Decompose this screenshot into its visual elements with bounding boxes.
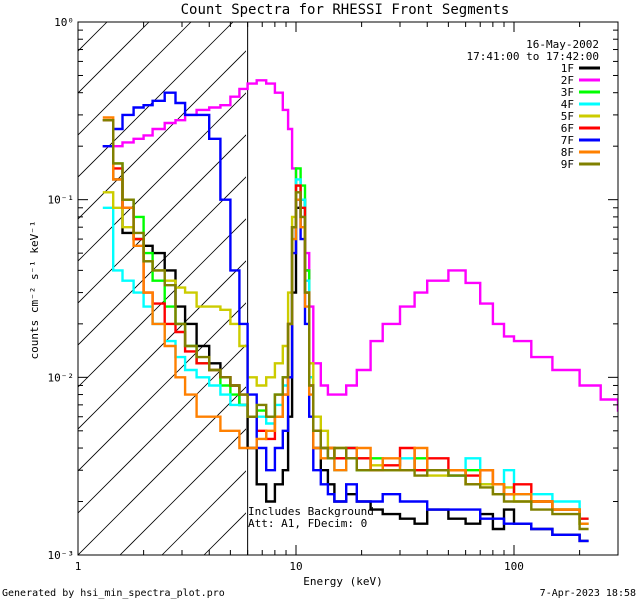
annotation-background: Includes Background	[248, 505, 374, 518]
hatch-line	[78, 344, 246, 514]
legend-label-2f: 2F	[561, 74, 574, 87]
hatch-line	[78, 22, 192, 136]
legend-label-5f: 5F	[561, 110, 574, 123]
hatch-line	[78, 50, 246, 220]
legend-label-7f: 7F	[561, 134, 574, 147]
y-tick-label: 10⁻¹	[48, 194, 75, 207]
legend-label-3f: 3F	[561, 86, 574, 99]
legend-label-1f: 1F	[561, 62, 574, 75]
hatch-line	[78, 22, 108, 52]
series-layer	[102, 79, 618, 543]
hatch-line	[78, 134, 246, 304]
hatch-line	[78, 386, 246, 555]
x-axis: 1 10 100	[75, 22, 619, 573]
time-label: 17:41:00 to 17:42:00	[467, 50, 599, 63]
series-line-9f	[102, 119, 589, 531]
y-tick-label: 10⁻²	[48, 371, 75, 384]
series-line-2f	[102, 79, 618, 412]
legend-label-6f: 6F	[561, 122, 574, 135]
x-tick-label: 100	[504, 560, 524, 573]
y-axis-label: counts cm⁻² s⁻¹ keV⁻¹	[28, 220, 41, 359]
hatch-line	[78, 22, 234, 178]
plot-frame	[77, 21, 619, 556]
y-axis: 10⁻³ 10⁻² 10⁻¹ 10⁰	[48, 16, 618, 562]
x-axis-label: Energy (keV)	[303, 575, 382, 588]
hatch-line	[78, 22, 150, 94]
y-tick-label: 10⁻³	[48, 549, 75, 562]
hatch-line	[78, 92, 246, 262]
chart-title: Count Spectra for RHESSI Front Segments	[181, 2, 510, 18]
hatch-line	[119, 428, 246, 555]
legend-label-8f: 8F	[561, 146, 574, 159]
hatch-line	[582, 22, 640, 555]
y-tick-label: 10⁰	[54, 16, 74, 29]
annotation-attenuator: Att: A1, FDecim: 0	[248, 517, 367, 530]
footer-timestamp: 7-Apr-2023 18:58	[540, 588, 636, 599]
hatch-line	[456, 22, 640, 555]
x-tick-label: 1	[75, 560, 82, 573]
footer-generated-by: Generated by hsi_min_spectra_plot.pro	[2, 588, 225, 599]
hatch-line	[330, 22, 640, 555]
hatch-line	[78, 218, 246, 388]
hatch-line	[540, 22, 640, 555]
date-label: 16-May-2002	[526, 38, 599, 51]
legend-label-9f: 9F	[561, 158, 574, 171]
x-tick-label: 10	[289, 560, 302, 573]
hatch-line	[78, 302, 246, 472]
hatch-line	[78, 260, 246, 430]
hatch-line	[372, 22, 640, 555]
legend-label-4f: 4F	[561, 98, 574, 111]
hatch-line	[624, 22, 640, 555]
